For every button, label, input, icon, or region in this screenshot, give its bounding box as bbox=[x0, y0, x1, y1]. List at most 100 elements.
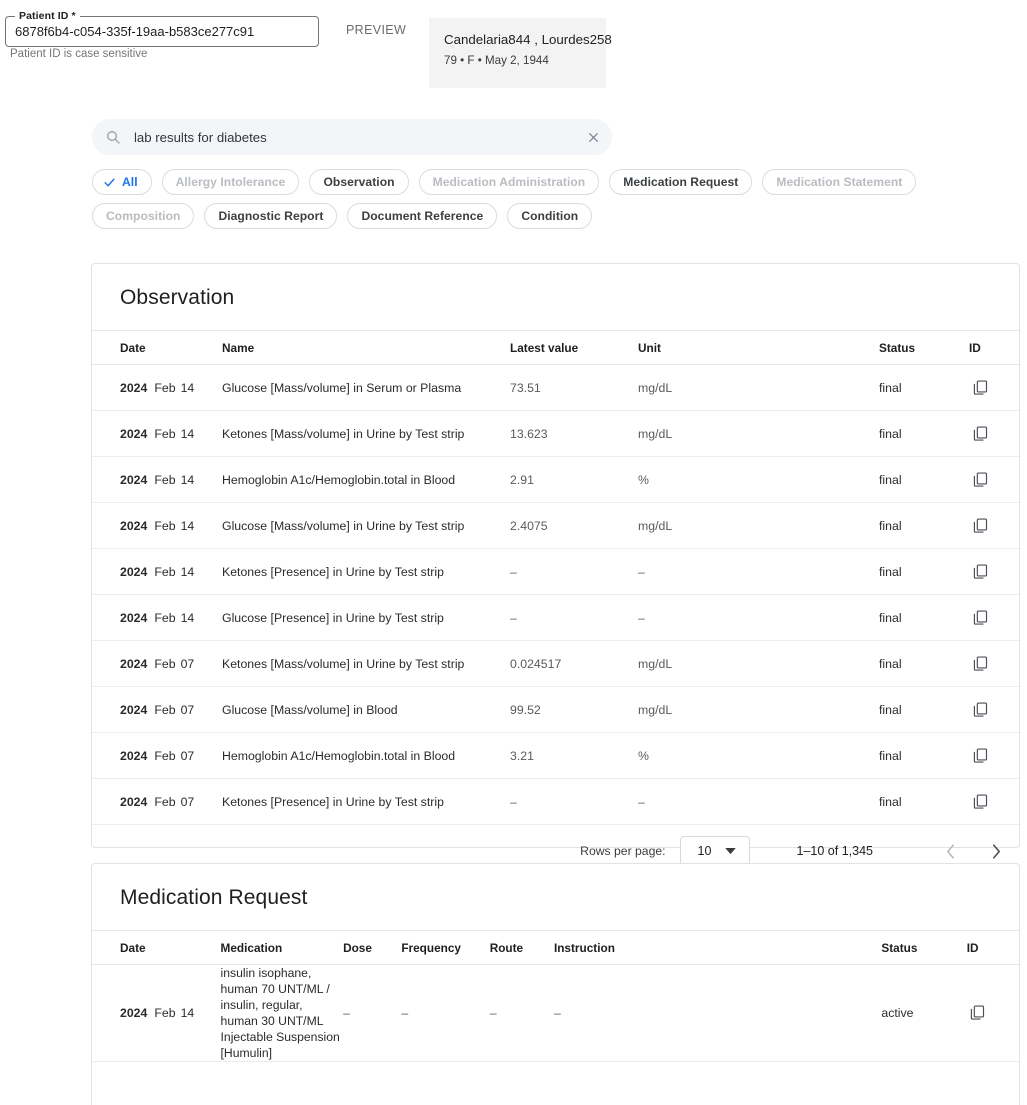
cell-unit: – bbox=[638, 778, 879, 825]
cell-date: 2024 Feb 14 bbox=[92, 594, 222, 641]
column-header-status: Status bbox=[881, 930, 967, 965]
cell-status: final bbox=[879, 640, 969, 687]
chip-label: Document Reference bbox=[361, 209, 484, 223]
cell-month: Feb bbox=[154, 748, 176, 763]
search-bar[interactable] bbox=[92, 119, 612, 155]
cell-status: final bbox=[879, 364, 969, 411]
patient-id-field[interactable]: Patient ID * bbox=[5, 10, 319, 47]
medication-request-card: Medication Request Date Medication Dose … bbox=[91, 863, 1020, 1105]
cell-year: 2024 bbox=[120, 426, 148, 441]
copy-icon[interactable] bbox=[969, 699, 991, 721]
cell-day: 14 bbox=[180, 518, 195, 533]
cell-name: Ketones [Mass/volume] in Urine by Test s… bbox=[222, 640, 510, 687]
table-row[interactable]: 2024 Feb 14 Ketones [Presence] in Urine by … bbox=[92, 548, 1021, 595]
chip-label: All bbox=[122, 175, 138, 189]
cell-unit: – bbox=[638, 548, 879, 595]
close-icon[interactable] bbox=[583, 127, 603, 147]
cell-latest-value: 2.91 bbox=[510, 456, 638, 503]
copy-icon[interactable] bbox=[969, 745, 991, 767]
cell-year: 2024 bbox=[120, 518, 148, 533]
cell-unit: mg/dL bbox=[638, 686, 879, 733]
chip-composition[interactable]: Composition bbox=[92, 203, 195, 229]
cell-unit: % bbox=[638, 456, 879, 503]
table-header-row: Date Medication Dose Frequency Route Ins… bbox=[92, 930, 1019, 965]
chip-condition[interactable]: Condition bbox=[507, 203, 593, 229]
observation-title: Observation bbox=[120, 286, 235, 309]
chip-medication-statement[interactable]: Medication Statement bbox=[762, 169, 917, 195]
table-row[interactable]: 2024 Feb 07 Hemoglobin A1c/Hemoglobin.total… bbox=[92, 732, 1021, 779]
cell-name: Glucose [Mass/volume] in Serum or Plasma bbox=[222, 364, 510, 411]
cell-month: Feb bbox=[154, 518, 176, 533]
table-row[interactable]: 2024 Feb 14 insulin isophane, human 70 UNT/… bbox=[92, 964, 1019, 1062]
table-row[interactable]: 2024 Feb 07 Ketones [Mass/volume] in Urine … bbox=[92, 640, 1021, 687]
cell-latest-value: – bbox=[510, 548, 638, 595]
cell-latest-value: – bbox=[510, 594, 638, 641]
cell-day: 14 bbox=[180, 426, 195, 441]
cell-day: 14 bbox=[180, 1006, 195, 1020]
cell-month: Feb bbox=[154, 1006, 176, 1020]
cell-name: Glucose [Mass/volume] in Blood bbox=[222, 686, 510, 733]
patient-id-input[interactable] bbox=[15, 17, 312, 46]
table-row[interactable]: 2024 Feb 07 Glucose [Mass/volume] in Blood 9… bbox=[92, 686, 1021, 733]
cell-id bbox=[969, 594, 1021, 641]
cell-unit: – bbox=[638, 594, 879, 641]
cell-dose: – bbox=[343, 964, 402, 1062]
column-header-status: Status bbox=[879, 330, 969, 365]
cell-date: 2024 Feb 07 bbox=[92, 778, 222, 825]
cell-status: active bbox=[881, 964, 967, 1062]
search-input[interactable] bbox=[132, 119, 564, 155]
cell-id bbox=[966, 964, 1019, 1062]
chip-label: Medication Administration bbox=[432, 175, 586, 189]
chip-medication-request[interactable]: Medication Request bbox=[609, 169, 753, 195]
chip-label: Diagnostic Report bbox=[218, 209, 324, 223]
cell-month: Feb bbox=[154, 472, 176, 487]
rows-per-page-label: Rows per page: bbox=[580, 844, 666, 858]
cell-date: 2024 Feb 07 bbox=[92, 732, 222, 779]
cell-id bbox=[969, 410, 1021, 457]
cell-unit: % bbox=[638, 732, 879, 779]
rows-per-page-select[interactable]: 10 bbox=[679, 836, 750, 866]
chip-label: Composition bbox=[106, 209, 181, 223]
chevron-right-icon[interactable] bbox=[983, 838, 1009, 864]
table-row[interactable]: 2024 Feb 14 Glucose [Presence] in Urine by … bbox=[92, 594, 1021, 641]
table-row[interactable]: 2024 Feb 14 Ketones [Mass/volume] in Urine … bbox=[92, 410, 1021, 457]
chip-observation[interactable]: Observation bbox=[309, 169, 409, 195]
cell-month: Feb bbox=[154, 564, 176, 579]
chevron-down-icon bbox=[724, 842, 736, 860]
table-row[interactable]: 2024 Feb 07 Ketones [Presence] in Urine by … bbox=[92, 778, 1021, 825]
column-header-dose: Dose bbox=[343, 930, 402, 965]
cell-year: 2024 bbox=[120, 564, 148, 579]
cell-day: 14 bbox=[180, 610, 195, 625]
table-row[interactable]: 2024 Feb 14 Hemoglobin A1c/Hemoglobin.total… bbox=[92, 456, 1021, 503]
chip-allergy-intolerance[interactable]: Allergy Intolerance bbox=[161, 169, 300, 195]
cell-frequency: – bbox=[401, 964, 490, 1062]
copy-icon[interactable] bbox=[969, 607, 991, 629]
copy-icon[interactable] bbox=[969, 423, 991, 445]
copy-icon[interactable] bbox=[969, 377, 991, 399]
cell-id bbox=[969, 778, 1021, 825]
chip-all[interactable]: All bbox=[92, 169, 152, 195]
search-icon bbox=[105, 129, 121, 145]
chip-document-reference[interactable]: Document Reference bbox=[347, 203, 498, 229]
copy-icon[interactable] bbox=[967, 1002, 989, 1024]
chevron-left-icon[interactable] bbox=[937, 838, 963, 864]
table-row[interactable]: 2024 Feb 14 Glucose [Mass/volume] in Urine … bbox=[92, 502, 1021, 549]
copy-icon[interactable] bbox=[969, 469, 991, 491]
observation-pagination: Rows per page: 10 1–10 of 1,345 bbox=[92, 825, 1019, 877]
copy-icon[interactable] bbox=[969, 653, 991, 675]
observation-card: Observation Date Name Latest value Unit … bbox=[91, 263, 1021, 866]
table-row[interactable]: 2024 Feb 14 Glucose [Mass/volume] in Serum … bbox=[92, 364, 1021, 411]
copy-icon[interactable] bbox=[969, 791, 991, 813]
chip-medication-administration[interactable]: Medication Administration bbox=[418, 169, 600, 195]
cell-status: final bbox=[879, 456, 969, 503]
chip-diagnostic-report[interactable]: Diagnostic Report bbox=[204, 203, 338, 229]
cell-id bbox=[969, 640, 1021, 687]
cell-date: 2024 Feb 14 bbox=[92, 964, 221, 1062]
copy-icon[interactable] bbox=[969, 561, 991, 583]
cell-latest-value: 99.52 bbox=[510, 686, 638, 733]
cell-medication: insulin isophane, human 70 UNT/ML / insu… bbox=[220, 964, 344, 1062]
copy-icon[interactable] bbox=[969, 515, 991, 537]
cell-month: Feb bbox=[154, 426, 176, 441]
cell-date: 2024 Feb 14 bbox=[92, 548, 222, 595]
cell-day: 07 bbox=[180, 794, 195, 809]
